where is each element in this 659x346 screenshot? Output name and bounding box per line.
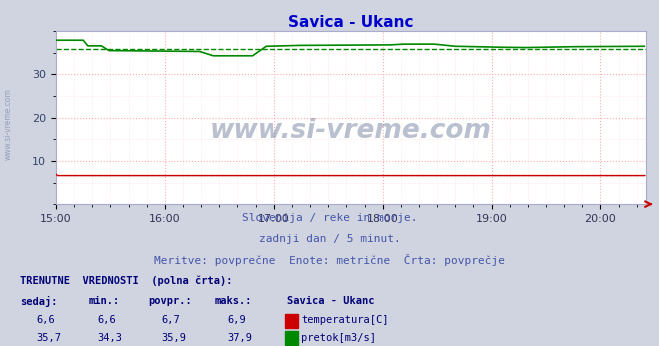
Text: 6,7: 6,7 bbox=[161, 315, 180, 325]
Text: povpr.:: povpr.: bbox=[148, 296, 192, 306]
Text: zadnji dan / 5 minut.: zadnji dan / 5 minut. bbox=[258, 234, 401, 244]
Text: www.si-vreme.com: www.si-vreme.com bbox=[3, 89, 13, 161]
Text: 35,9: 35,9 bbox=[161, 333, 186, 343]
Title: Savica - Ukanc: Savica - Ukanc bbox=[288, 15, 414, 30]
Text: pretok[m3/s]: pretok[m3/s] bbox=[301, 333, 376, 343]
Text: min.:: min.: bbox=[89, 296, 120, 306]
Text: Meritve: povprečne  Enote: metrične  Črta: povprečje: Meritve: povprečne Enote: metrične Črta:… bbox=[154, 254, 505, 266]
Text: 6,6: 6,6 bbox=[98, 315, 116, 325]
Text: 6,9: 6,9 bbox=[227, 315, 246, 325]
Text: TRENUTNE  VREDNOSTI  (polna črta):: TRENUTNE VREDNOSTI (polna črta): bbox=[20, 275, 232, 285]
Text: temperatura[C]: temperatura[C] bbox=[301, 315, 389, 325]
Text: Slovenija / reke in morje.: Slovenija / reke in morje. bbox=[242, 213, 417, 223]
Text: www.si-vreme.com: www.si-vreme.com bbox=[210, 118, 492, 145]
Text: sedaj:: sedaj: bbox=[20, 296, 57, 307]
Text: 34,3: 34,3 bbox=[98, 333, 123, 343]
Text: 6,6: 6,6 bbox=[36, 315, 55, 325]
Text: 37,9: 37,9 bbox=[227, 333, 252, 343]
Text: 35,7: 35,7 bbox=[36, 333, 61, 343]
Text: Savica - Ukanc: Savica - Ukanc bbox=[287, 296, 374, 306]
Text: maks.:: maks.: bbox=[214, 296, 252, 306]
